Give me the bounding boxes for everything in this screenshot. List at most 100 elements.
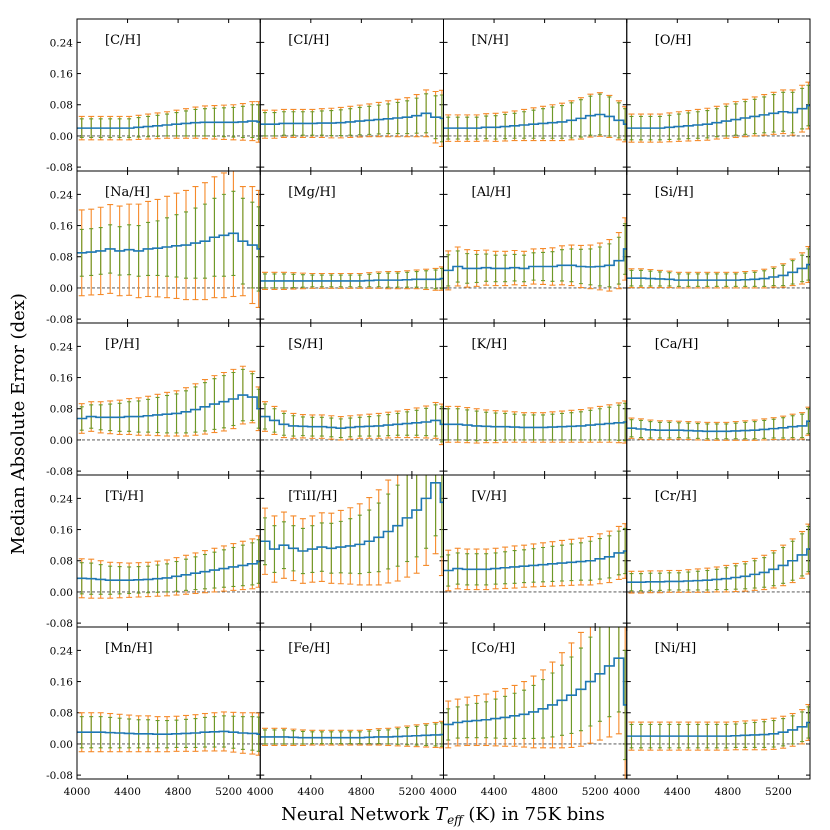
x-tick-label: 4400 xyxy=(114,786,141,798)
panel-label: [N/H] xyxy=(472,33,509,48)
panel-label: [Na/H] xyxy=(105,185,150,200)
panel-plot-area xyxy=(77,535,261,599)
panel-label: [O/H] xyxy=(655,33,692,48)
y-tick-label: 0.00 xyxy=(50,283,73,295)
median-step-line xyxy=(626,721,810,737)
panel-label: [Fe/H] xyxy=(288,641,330,656)
x-tick-label: 4800 xyxy=(531,786,558,798)
x-tick-label: 4800 xyxy=(165,786,192,798)
panel-plot-area xyxy=(626,246,810,289)
panel-label: [K/H] xyxy=(472,337,508,352)
median-step-line xyxy=(260,277,444,282)
y-tick-label: 0.16 xyxy=(50,677,74,689)
median-step-line xyxy=(260,733,444,739)
panel-plot-area xyxy=(260,401,444,446)
y-tick-label: 0.24 xyxy=(50,37,74,49)
median-step-line xyxy=(443,113,627,129)
panel: [Al/H] xyxy=(443,170,628,324)
y-tick-label: 0.00 xyxy=(50,739,73,751)
panel-plot-area xyxy=(443,217,627,292)
panel-label: [Co/H] xyxy=(472,641,516,656)
y-tick-label: -0.08 xyxy=(46,466,73,478)
y-tick-label: 0.00 xyxy=(50,435,73,447)
panel: [Mg/H] xyxy=(259,170,444,324)
y-tick-label: 0.24 xyxy=(50,645,74,657)
x-tick-label: 4000 xyxy=(64,786,91,798)
y-tick-label: -0.08 xyxy=(46,314,73,326)
y-tick-label: -0.08 xyxy=(46,618,73,630)
panel-plot-area xyxy=(77,365,261,441)
y-tick-label: 0.16 xyxy=(50,69,74,81)
median-step-line xyxy=(626,420,810,433)
panel-plot-area xyxy=(626,406,810,441)
y-tick-label: 0.00 xyxy=(50,131,73,143)
panel: [K/H] xyxy=(443,322,628,476)
median-step-line xyxy=(626,548,810,583)
panel: [CI/H] xyxy=(259,18,444,172)
y-tick-label: 0.08 xyxy=(50,556,73,568)
y-tick-label: 0.08 xyxy=(50,404,73,416)
x-tick-label: 4000 xyxy=(613,786,640,798)
panel-plot-area xyxy=(77,711,261,756)
panel-plot-area xyxy=(260,475,444,593)
median-step-line xyxy=(260,415,444,430)
x-tick-label: 4800 xyxy=(348,786,375,798)
panel-label: [Ca/H] xyxy=(655,337,699,352)
median-step-line xyxy=(77,394,261,420)
y-tick-label: -0.08 xyxy=(46,162,73,174)
x-axis-title: Neural Network Teff (K) in 75K bins xyxy=(281,804,605,827)
median-step-line xyxy=(260,112,444,126)
panel-label: [Si/H] xyxy=(655,185,694,200)
median-step-line xyxy=(443,657,627,726)
y-tick-label: 0.08 xyxy=(50,100,73,112)
x-tick-label: 5200 xyxy=(215,786,242,798)
panel: -0.08 0.00 0.08 0.16 0.24 [Na/H] xyxy=(46,170,261,326)
panel: [N/H] xyxy=(443,18,628,172)
panel: -0.08 0.00 0.08 0.16 0.24 [Ti/H] xyxy=(46,474,261,630)
y-tick-label: 0.16 xyxy=(50,525,74,537)
panel-label: [TiII/H] xyxy=(288,489,337,504)
panel-label: [Mg/H] xyxy=(288,185,336,200)
panel: 4000 4400 4800 5200 [Fe/H] xyxy=(247,626,444,798)
panel-plot-area xyxy=(626,523,810,594)
x-axis-title-prefix: Neural Network xyxy=(281,804,435,825)
x-tick-label: 4400 xyxy=(297,786,324,798)
panel-plot-area xyxy=(443,523,627,593)
panel: [Si/H] xyxy=(626,170,811,324)
panel-label: [P/H] xyxy=(105,337,140,352)
panel: -0.08 0.00 0.08 0.16 0.24 [P/H] xyxy=(46,322,261,478)
median-step-line xyxy=(626,104,810,129)
panel-frame xyxy=(626,626,811,780)
panel-label: [C/H] xyxy=(105,33,141,48)
panel: -0.08 0.00 0.08 0.16 0.24 [C/H] xyxy=(46,18,261,174)
y-tick-label: 0.00 xyxy=(50,587,73,599)
x-axis-title-suffix: (K) in 75K bins xyxy=(463,804,605,825)
panel-plot-area xyxy=(77,101,261,143)
panel: -0.08 0.00 0.08 0.16 0.24 4000 4400 4800 5200 [Mn… xyxy=(46,626,261,798)
x-tick-label: 4000 xyxy=(430,786,457,798)
y-tick-label: 0.08 xyxy=(50,252,73,264)
median-step-line xyxy=(77,120,261,129)
x-tick-label: 4800 xyxy=(714,786,741,798)
y-tick-label: 0.24 xyxy=(50,341,74,353)
panel-label: [Mn/H] xyxy=(105,641,153,656)
median-step-line xyxy=(443,421,627,429)
x-axis-title-sub: eff xyxy=(447,813,465,827)
panel-plot-area xyxy=(443,400,627,444)
panel-label: [Al/H] xyxy=(472,185,511,200)
y-tick-label: 0.16 xyxy=(50,373,74,385)
y-tick-label: 0.16 xyxy=(50,221,74,233)
panel: [TiII/H] xyxy=(259,474,444,628)
x-axis-title-var: T xyxy=(435,804,449,825)
panel-label: [Ti/H] xyxy=(105,489,144,504)
x-tick-label: 4000 xyxy=(247,786,274,798)
x-tick-label: 4400 xyxy=(481,786,508,798)
y-tick-label: 0.24 xyxy=(50,493,74,505)
median-step-line xyxy=(77,232,261,254)
panel-label: [Cr/H] xyxy=(655,489,697,504)
panel-plot-area xyxy=(626,81,810,143)
x-tick-label: 5200 xyxy=(582,786,609,798)
median-step-line xyxy=(443,550,627,572)
y-tick-label: 0.24 xyxy=(50,189,74,201)
